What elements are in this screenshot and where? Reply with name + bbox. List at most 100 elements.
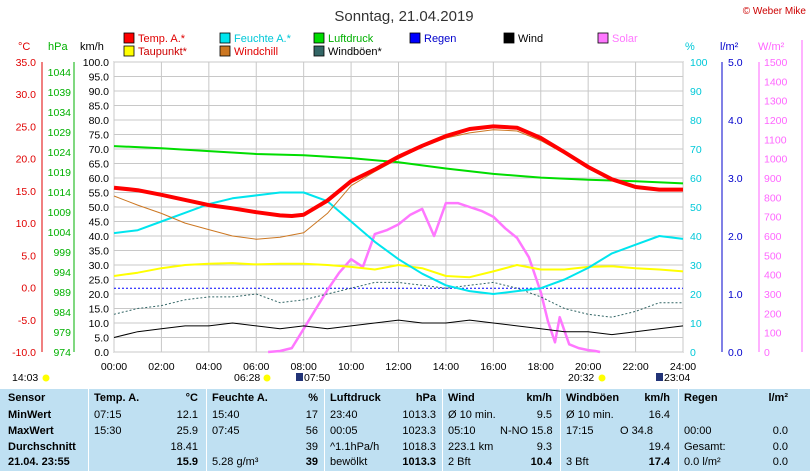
tick-solar: 500: [764, 250, 782, 262]
tick-time: 02:00: [148, 361, 174, 373]
wind-desc: 05:10: [448, 425, 476, 437]
temp-value: 25.9: [176, 425, 198, 437]
press-time: bewölkt: [330, 456, 368, 468]
tick-wind: 65.0: [89, 159, 110, 171]
legend-swatch: [313, 45, 325, 57]
gust-value: 17.4: [648, 456, 670, 468]
tick-wind: 10.0: [89, 318, 110, 330]
tick-hum: 30: [690, 260, 702, 272]
temp-time: 07:15: [94, 409, 122, 421]
legend-swatch: [123, 45, 135, 57]
tick-hum: 80: [690, 115, 702, 127]
hum-value: 56: [305, 425, 318, 437]
table-divider: [206, 389, 207, 471]
tick-press: 1014: [48, 187, 72, 199]
tick-wind: 30.0: [89, 260, 110, 272]
wind-value: 9.5: [536, 409, 552, 421]
legend-swatch: [123, 32, 135, 44]
tick-press: 994: [53, 267, 71, 279]
header-wind-unit: km/h: [526, 392, 552, 404]
grid: [113, 61, 684, 353]
tick-rain: 2.0: [728, 231, 743, 243]
gust-desc: Ø 10 min.: [566, 409, 614, 421]
hum-time: 15:40: [212, 409, 240, 421]
tick-temp: 10.0: [16, 218, 37, 230]
rain-desc: 0.0 l/m²: [684, 456, 721, 468]
legend-swatch: [409, 32, 421, 44]
temp-value: 12.1: [176, 409, 198, 421]
tick-time: 22:00: [622, 361, 648, 373]
tick-wind: 5.0: [94, 333, 109, 345]
tick-solar: 1300: [764, 96, 788, 108]
legend-label: Feuchte A.*: [234, 33, 292, 45]
tick-wind: 60.0: [89, 173, 110, 185]
tick-rain: 5.0: [728, 57, 743, 69]
legend-label: Temp. A.*: [138, 33, 186, 45]
tick-temp: 20.0: [16, 154, 37, 166]
weather-chart: 100.095.090.085.080.075.070.065.060.055.…: [12, 6, 806, 384]
table-divider: [678, 389, 679, 471]
rain-value: 0.0: [772, 456, 788, 468]
tick-press: 989: [53, 287, 71, 299]
tick-time: 12:00: [385, 361, 411, 373]
tick-temp: 0.0: [21, 283, 36, 295]
wind-desc: Ø 10 min.: [448, 409, 496, 421]
legend-label: Windböen*: [328, 46, 383, 58]
tick-time: 14:00: [433, 361, 459, 373]
tick-temp: -10.0: [12, 347, 36, 359]
press-value: 1018.3: [402, 441, 436, 453]
header-sensor: Sensor: [8, 392, 46, 404]
wind-value: 9.3: [536, 441, 552, 453]
tick-solar: 900: [764, 173, 782, 185]
header-hum: Feuchte A.: [212, 392, 268, 404]
table-divider: [324, 389, 325, 471]
table-divider: [88, 389, 89, 471]
time-left: 14:03: [12, 372, 38, 384]
rain-value: 0.0: [772, 425, 788, 437]
tick-wind: 25.0: [89, 275, 110, 287]
solar-unit: W/m²: [758, 41, 785, 53]
tick-time: 04:00: [196, 361, 222, 373]
tick-rain: 1.0: [728, 289, 743, 301]
tick-wind: 0.0: [94, 347, 109, 359]
tick-press: 1004: [48, 227, 72, 239]
hum-time: 07:45: [212, 425, 240, 437]
header-gust-unit: km/h: [644, 392, 670, 404]
sun-icon: [598, 374, 606, 382]
tick-solar: 1500: [764, 57, 788, 69]
gust-value: 16.4: [648, 409, 670, 421]
tick-temp: 35.0: [16, 57, 37, 69]
tick-temp: 5.0: [21, 250, 36, 262]
wind-unit: km/h: [80, 41, 104, 53]
tick-hum: 10: [690, 318, 702, 330]
sun-icon: [42, 374, 50, 382]
tick-wind: 35.0: [89, 246, 110, 258]
table-divider: [442, 389, 443, 471]
axes: 100.095.090.085.080.075.070.065.060.055.…: [12, 40, 803, 373]
tick-press: 1044: [48, 67, 72, 79]
legend-label: Taupunkt*: [138, 46, 188, 58]
series-line-tempa: [113, 124, 683, 218]
tick-wind: 80.0: [89, 115, 110, 127]
tick-time: 24:00: [670, 361, 696, 373]
header-gust: Windböen: [566, 392, 620, 404]
tick-hum: 50: [690, 202, 702, 214]
tick-press: 999: [53, 247, 71, 259]
sun-icon: [263, 374, 271, 382]
moon-icon: [296, 373, 303, 381]
tick-wind: 40.0: [89, 231, 110, 243]
header-temp: Temp. A.: [94, 392, 140, 404]
time-sunrise-b: 07:50: [304, 372, 330, 384]
gust-desc: 17:15: [566, 425, 594, 437]
rain-value: 0.0: [772, 441, 788, 453]
tick-press: 974: [53, 347, 71, 359]
tick-press: 1019: [48, 167, 72, 179]
summary-table: Sensor Temp. A. °C Feuchte A.% Luftdruck hPa W…: [0, 389, 810, 471]
tick-time: 18:00: [528, 361, 554, 373]
tick-rain: 3.0: [728, 173, 743, 185]
tick-wind: 55.0: [89, 188, 110, 200]
tick-press: 1029: [48, 127, 72, 139]
tick-solar: 1400: [764, 76, 788, 88]
tick-solar: 200: [764, 308, 782, 320]
